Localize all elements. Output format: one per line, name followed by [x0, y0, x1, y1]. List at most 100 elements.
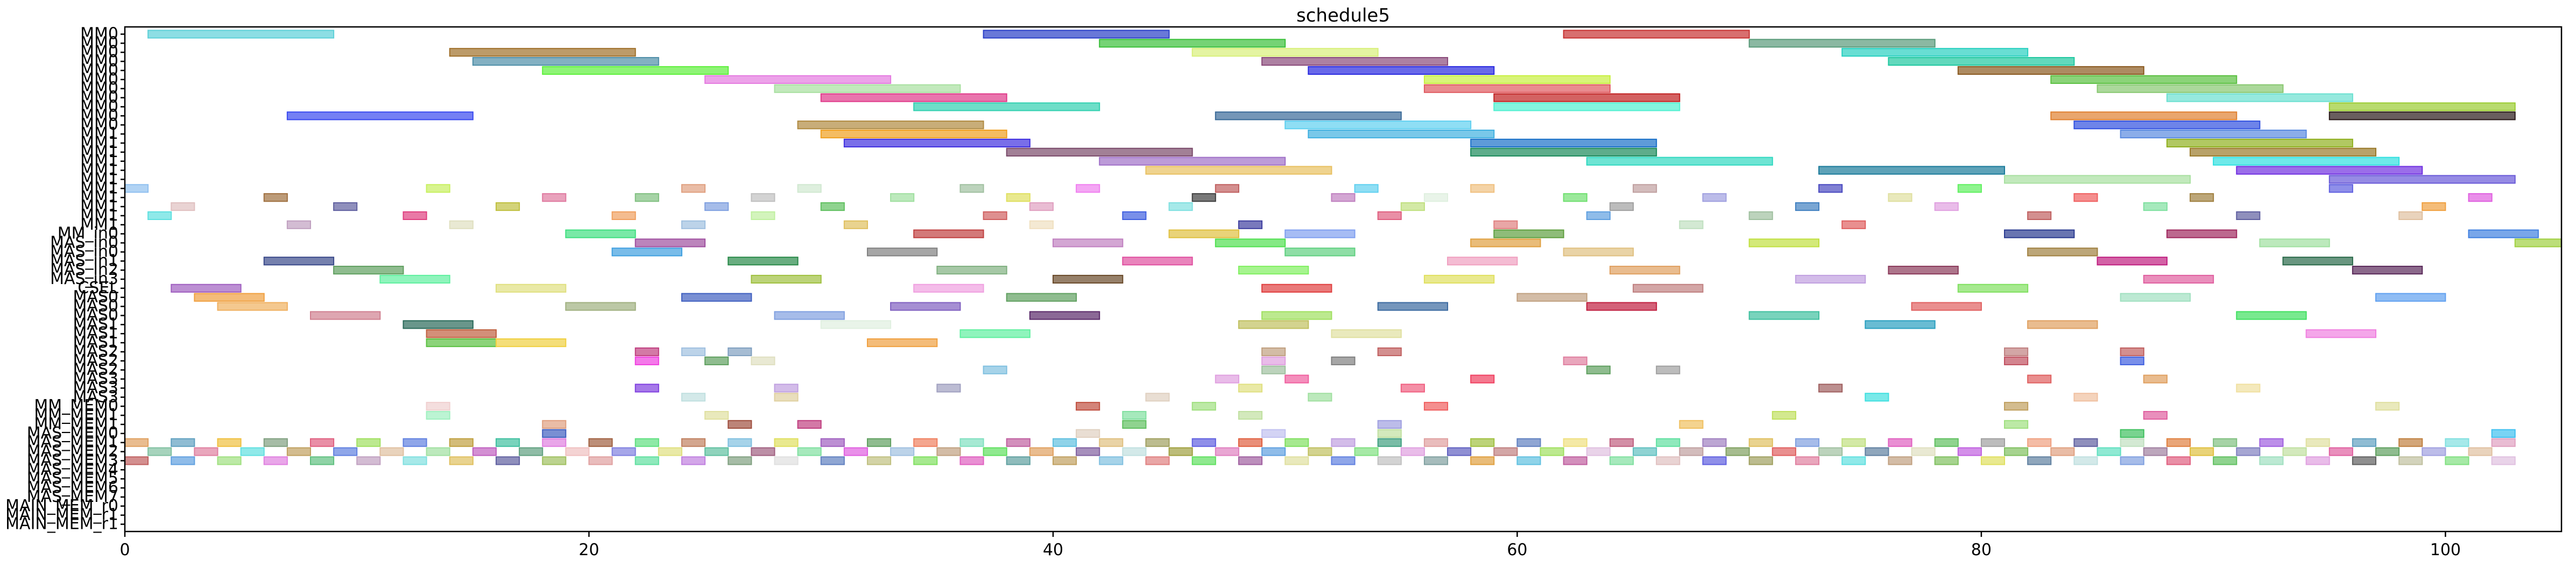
row-label: MAS0: [73, 288, 118, 307]
task-bar: [1285, 438, 1309, 447]
task-bar: [2073, 121, 2261, 130]
task-bar: [774, 311, 845, 320]
task-bar: [1076, 429, 1100, 438]
task-bar: [2027, 320, 2098, 329]
task-bar: [1888, 438, 1912, 447]
row-label: MM_MEM0: [34, 396, 118, 415]
task-bar: [1725, 447, 1750, 456]
task-bar: [728, 456, 752, 465]
task-bar: [1656, 438, 1681, 447]
task-bar: [2050, 447, 2075, 456]
row-label: MM1: [80, 169, 118, 188]
task-bar: [1633, 447, 1657, 456]
task-bar: [403, 211, 427, 220]
task-bar: [1331, 438, 1356, 447]
task-bar: [704, 410, 729, 420]
task-bar: [611, 447, 636, 456]
task-bar: [1470, 138, 1657, 148]
task-bar: [774, 384, 799, 393]
task-bar: [2097, 447, 2121, 456]
task-bar: [1470, 184, 1495, 193]
task-bar: [2259, 238, 2330, 247]
task-bar: [1934, 202, 1959, 211]
task-bar: [124, 184, 149, 193]
row-label: MAS_MEM0: [27, 424, 118, 443]
task-bar: [588, 456, 613, 465]
task-bar: [634, 238, 706, 247]
task-bar: [1516, 456, 1541, 465]
row-label: MM0: [80, 79, 118, 98]
task-bar: [1586, 157, 1773, 166]
task-bar: [866, 247, 938, 257]
task-bar: [2445, 456, 2469, 465]
row-label: MAS_MEM3: [27, 451, 118, 470]
task-bar: [1586, 211, 1611, 220]
row-label: MAS2: [73, 351, 118, 370]
task-bar: [1563, 193, 1587, 202]
row-label: MAS_MEM7: [27, 487, 118, 506]
task-bar: [1122, 257, 1193, 266]
task-bar: [1052, 274, 1124, 284]
task-bar: [2166, 456, 2191, 465]
task-bar: [542, 420, 567, 429]
task-bar: [240, 447, 265, 456]
row-label: MAS_in2: [50, 260, 118, 279]
task-bar: [1122, 420, 1147, 429]
task-bar: [866, 438, 892, 447]
task-bar: [913, 438, 938, 447]
task-bar: [565, 229, 636, 238]
task-bar: [913, 456, 938, 465]
task-bar: [194, 447, 218, 456]
task-bar: [1377, 420, 1402, 429]
task-bar: [1029, 311, 1100, 320]
task-bar: [495, 456, 520, 465]
task-bar: [1702, 438, 1727, 447]
task-bar: [634, 356, 659, 365]
task-bar: [1099, 456, 1124, 465]
task-bar: [1818, 184, 1843, 193]
row-label: MAIN_MEM_r1: [5, 515, 118, 534]
task-bar: [124, 438, 149, 447]
task-bar: [2491, 438, 2516, 447]
task-bar: [1888, 57, 2075, 66]
task-bar: [1238, 320, 1309, 329]
task-bar: [2236, 311, 2307, 320]
task-bar: [1377, 211, 1402, 220]
task-bar: [681, 220, 706, 229]
task-bar: [2422, 202, 2446, 211]
task-bar: [1423, 438, 1449, 447]
task-bar: [1285, 121, 1472, 130]
row-label: MM1: [80, 179, 118, 197]
task-bar: [333, 202, 358, 211]
task-bar: [2166, 438, 2191, 447]
task-bar: [983, 30, 1170, 39]
task-bar: [2004, 347, 2029, 357]
row-labels: MM0MM0MM0MM0MM0MM0MM0MM0MM0MM0MM0MM1MM1M…: [5, 24, 125, 534]
task-bar: [1447, 257, 1518, 266]
task-bar: [1934, 456, 1959, 465]
task-bar: [217, 456, 242, 465]
task-bar: [751, 274, 822, 284]
task-bar: [797, 184, 822, 193]
task-bar: [1748, 39, 1936, 48]
task-bar: [2352, 438, 2377, 447]
task-bar: [2468, 193, 2493, 202]
row-label: MM0: [80, 42, 118, 61]
task-bar: [403, 456, 427, 465]
task-bar: [1795, 202, 1820, 211]
task-bar: [1168, 202, 1193, 211]
task-bar: [1215, 447, 1239, 456]
task-bar: [2328, 102, 2516, 111]
task-bar: [2305, 438, 2330, 447]
task-bar: [843, 447, 868, 456]
task-bar: [2120, 293, 2191, 302]
task-bar: [2213, 157, 2400, 166]
task-bar: [2073, 456, 2098, 465]
task-bar: [820, 93, 1007, 102]
task-bar: [913, 284, 984, 293]
task-bar: [588, 438, 613, 447]
task-bar: [426, 447, 450, 456]
task-bar: [1145, 456, 1170, 465]
task-bar: [286, 111, 474, 121]
task-bar: [263, 438, 288, 447]
